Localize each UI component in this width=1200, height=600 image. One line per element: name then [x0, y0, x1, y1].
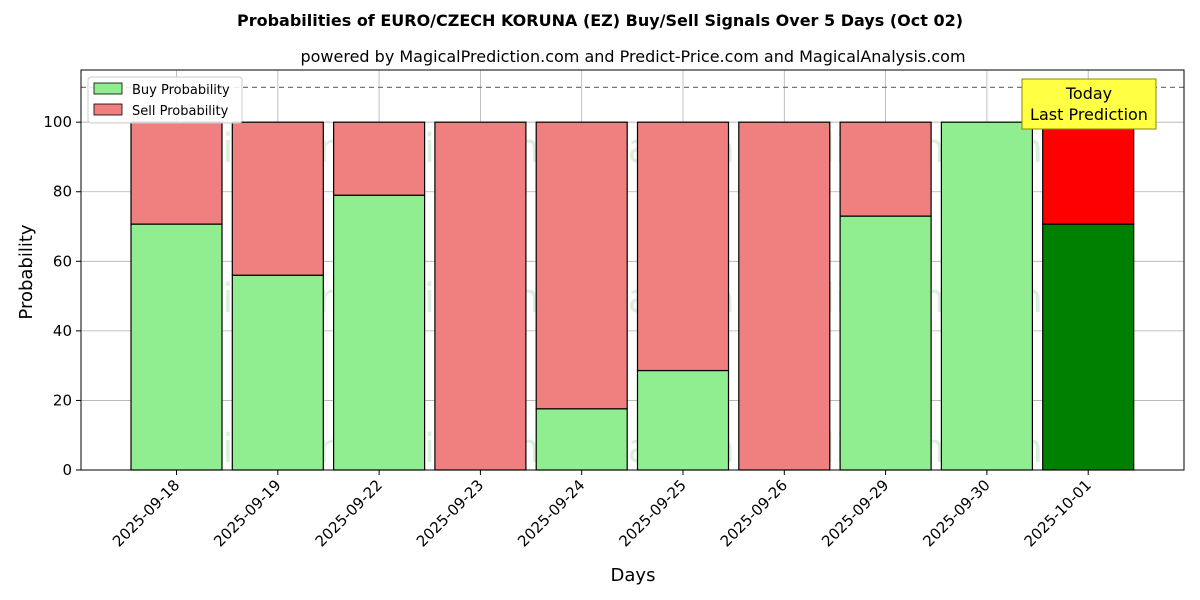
legend-swatch-buy [93, 82, 123, 95]
y-tick-label: 20 [53, 391, 72, 409]
legend-label-buy: Buy Probability [132, 83, 230, 98]
bars [130, 121, 1135, 471]
x-tick-label: 2025-09-18 [109, 476, 183, 550]
x-tick-label: 2025-09-19 [210, 476, 284, 550]
annotation-line-1: Today [1065, 84, 1112, 103]
annotation-line-2: Last Prediction [1030, 105, 1148, 124]
chart-title: Probabilities of EURO/CZECH KORUNA (EZ) … [237, 11, 963, 30]
x-tick-label: 2025-09-24 [514, 476, 588, 550]
y-tick-label: 60 [53, 252, 72, 270]
bar-buy-2025-09-22 [333, 194, 426, 471]
y-tick-label: 40 [53, 322, 72, 340]
bar-sell-2025-09-19 [231, 121, 324, 276]
bar-sell-2025-09-24 [535, 121, 628, 410]
bar-buy-2025-09-25 [636, 369, 730, 471]
legend-box [87, 76, 243, 124]
y-tick-label: 80 [53, 183, 72, 201]
legend: Buy Probability Sell Probability [87, 76, 243, 124]
bar-buy-2025-09-30 [940, 121, 1034, 471]
bar-buy-2025-09-18 [130, 223, 223, 471]
bar-sell-2025-09-29 [839, 121, 932, 217]
x-tick-label: 2025-09-23 [413, 476, 487, 550]
bar-sell-2025-09-18 [130, 121, 223, 225]
y-tick-label: 0 [62, 461, 72, 479]
bar-buy-2025-10-01 [1042, 223, 1135, 471]
bar-sell-2025-09-23 [434, 121, 527, 471]
bar-buy-2025-09-19 [231, 274, 324, 471]
legend-swatch-sell [93, 103, 123, 116]
x-tick-label: 2025-09-25 [615, 476, 689, 550]
y-axis-label: Probability [16, 224, 37, 319]
legend-label-sell: Sell Probability [132, 104, 229, 119]
bar-sell-2025-10-01 [1042, 121, 1135, 225]
chart-subtitle: powered by MagicalPrediction.com and Pre… [300, 47, 965, 66]
x-tick-label: 2025-09-22 [312, 476, 386, 550]
bar-sell-2025-09-26 [738, 121, 831, 471]
x-tick-label: 2025-09-30 [919, 476, 993, 550]
bar-buy-2025-09-29 [839, 215, 932, 471]
y-tick-label: 100 [43, 113, 72, 131]
x-tick-label: 2025-09-26 [717, 476, 791, 550]
bar-buy-2025-09-24 [535, 408, 628, 471]
y-axis: 0 20 40 60 80 100 [43, 113, 81, 479]
x-tick-label: 2025-09-29 [818, 476, 892, 550]
plot-frame [80, 69, 1185, 471]
bar-sell-2025-09-22 [333, 121, 426, 196]
bar-sell-2025-09-25 [636, 121, 730, 372]
x-axis-label: Days [611, 565, 656, 586]
x-tick-label: 2025-10-01 [1021, 476, 1095, 550]
annotation-box [1021, 78, 1157, 130]
today-annotation: Today Last Prediction [1021, 78, 1157, 130]
x-axis: 2025-09-18 2025-09-19 2025-09-22 2025-09-23… [109, 470, 1095, 550]
